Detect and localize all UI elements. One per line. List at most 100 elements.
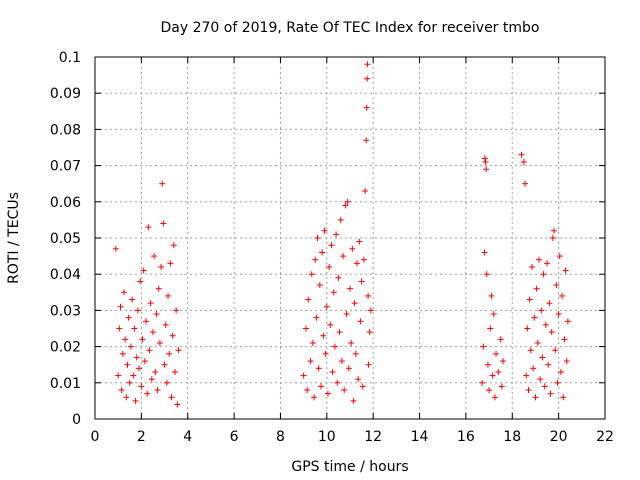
data-point xyxy=(115,372,122,379)
data-point xyxy=(116,325,123,332)
y-tick-label: 0.02 xyxy=(50,340,81,356)
data-point xyxy=(486,387,493,394)
data-point xyxy=(563,358,570,365)
data-point xyxy=(151,253,158,260)
x-tick-label: 14 xyxy=(411,429,429,445)
data-point xyxy=(537,376,544,383)
data-point xyxy=(300,372,307,379)
y-tick-label: 0.04 xyxy=(50,267,81,283)
y-tick-label: 0.01 xyxy=(50,376,81,392)
data-point xyxy=(481,249,488,256)
data-point xyxy=(129,296,136,303)
data-point xyxy=(520,158,527,165)
data-point xyxy=(360,256,367,263)
tick-labels: 0 2 4 6 8 10 12 14 16 18 20 22 0 0.01 0.02 0.03 0.04 0.05… xyxy=(50,50,614,445)
data-point xyxy=(522,180,529,187)
data-point xyxy=(487,325,494,332)
data-point xyxy=(364,75,371,82)
data-point xyxy=(531,314,538,321)
data-point xyxy=(532,394,539,401)
data-point xyxy=(559,292,566,299)
y-tick-label: 0.03 xyxy=(50,303,81,319)
data-point xyxy=(320,332,327,339)
data-point xyxy=(481,155,488,162)
data-point xyxy=(538,307,545,314)
data-point xyxy=(336,329,343,336)
data-point xyxy=(364,61,371,68)
data-point xyxy=(311,394,318,401)
data-point xyxy=(495,368,502,375)
data-point xyxy=(545,361,552,368)
data-point xyxy=(143,318,149,325)
data-point xyxy=(490,311,497,318)
data-point xyxy=(358,278,365,285)
data-point xyxy=(166,350,173,357)
data-point xyxy=(308,271,315,278)
x-tick-label: 10 xyxy=(318,429,336,445)
data-point xyxy=(326,263,333,270)
data-point xyxy=(118,387,125,394)
x-tick-label: 20 xyxy=(550,429,568,445)
data-point xyxy=(127,343,134,350)
y-tick-label: 0.07 xyxy=(50,159,81,175)
y-tick-label: 0.08 xyxy=(50,122,81,138)
x-tick-label: 2 xyxy=(137,429,146,445)
data-point xyxy=(334,379,341,386)
data-point xyxy=(560,394,567,401)
data-point xyxy=(480,343,487,350)
data-point xyxy=(534,339,541,346)
data-point xyxy=(327,321,334,328)
chart-title: Day 270 of 2019, Rate Of TEC Index for r… xyxy=(161,20,540,36)
data-point xyxy=(133,354,140,361)
data-point xyxy=(316,282,323,289)
data-point xyxy=(518,151,525,158)
data-point xyxy=(362,187,369,194)
data-point xyxy=(530,365,537,372)
data-point xyxy=(323,303,330,310)
data-point xyxy=(307,358,314,365)
data-point xyxy=(154,387,161,394)
data-point xyxy=(341,387,348,394)
x-tick-label: 16 xyxy=(457,429,475,445)
y-tick-label: 0.09 xyxy=(50,86,81,102)
data-point xyxy=(355,376,362,383)
data-point xyxy=(528,263,535,270)
data-point xyxy=(356,238,363,245)
data-point xyxy=(333,231,340,238)
data-point xyxy=(155,285,162,292)
data-point xyxy=(160,220,167,227)
data-point xyxy=(153,311,160,318)
data-point xyxy=(345,365,352,372)
data-point xyxy=(175,347,182,354)
data-point xyxy=(167,260,174,267)
data-point xyxy=(148,376,155,383)
data-point xyxy=(359,383,366,390)
data-point xyxy=(329,368,336,375)
data-point xyxy=(132,397,139,404)
data-point xyxy=(555,311,562,318)
data-point xyxy=(163,379,170,386)
grid xyxy=(95,57,605,419)
x-tick-label: 22 xyxy=(596,429,614,445)
data-point xyxy=(322,350,329,357)
data-point xyxy=(350,397,357,404)
data-point xyxy=(523,372,530,379)
x-axis-title: GPS time / hours xyxy=(291,459,408,475)
data-point xyxy=(340,253,347,260)
data-point xyxy=(351,300,358,307)
data-point xyxy=(131,325,138,332)
data-point xyxy=(337,216,344,223)
data-point xyxy=(161,361,168,368)
data-point xyxy=(493,350,500,357)
data-point xyxy=(174,401,181,408)
data-point xyxy=(497,336,504,343)
y-axis-title: ROTI / TECUs xyxy=(6,192,22,284)
data-point xyxy=(304,387,311,394)
data-point xyxy=(353,260,360,267)
x-tick-label: 8 xyxy=(276,429,285,445)
data-point xyxy=(551,227,557,234)
data-point xyxy=(147,300,154,307)
data-point xyxy=(365,361,372,368)
